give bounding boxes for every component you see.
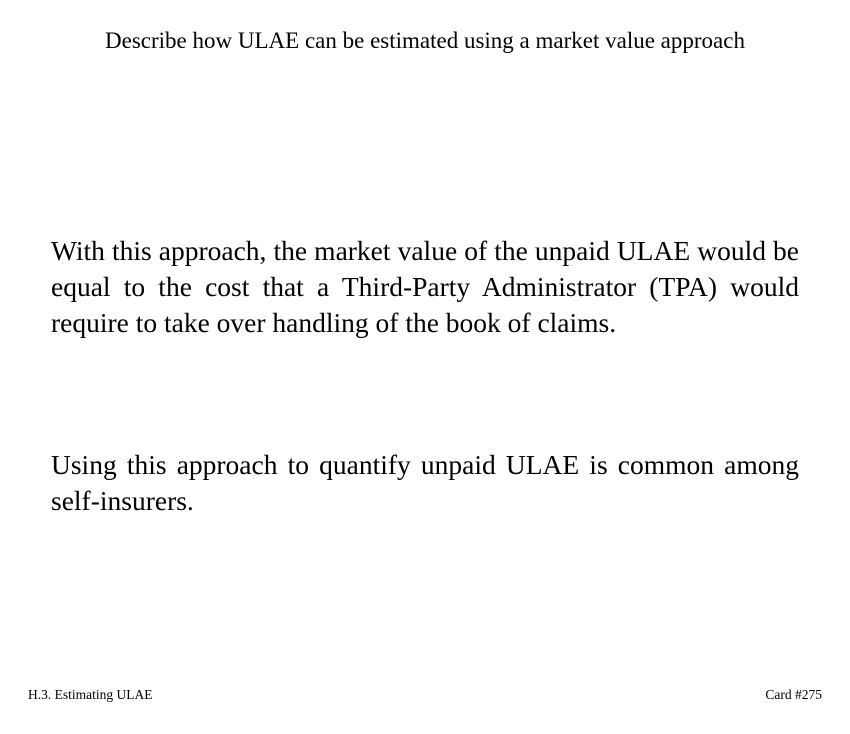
footer-card-number: Card #275 [765,687,822,702]
answer-paragraph-2: Using this approach to quantify unpaid U… [51,449,799,516]
card-question: Describe how ULAE can be estimated using… [105,28,745,53]
footer-section-label: H.3. Estimating ULAE [28,687,153,702]
answer-paragraph-1: With this approach, the market value of … [51,235,799,338]
